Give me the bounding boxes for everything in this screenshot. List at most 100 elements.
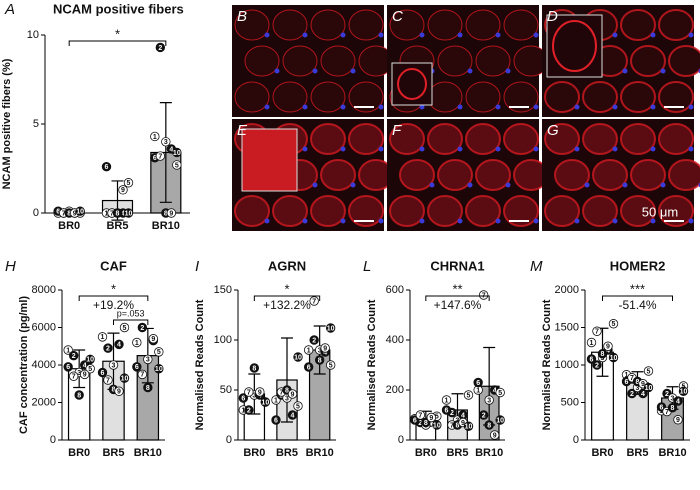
fiber-outline xyxy=(582,195,618,227)
data-point xyxy=(293,352,303,362)
data-point xyxy=(143,382,153,393)
point-id: 4 xyxy=(291,412,295,419)
point-id: 5 xyxy=(157,349,161,356)
data-point xyxy=(320,343,330,353)
x-tick-label: BR5 xyxy=(106,220,128,232)
point-id: 1 xyxy=(101,334,105,341)
y-tick-label: 8000 xyxy=(32,284,56,296)
fiber-outline xyxy=(668,45,700,77)
data-point xyxy=(463,390,474,400)
fiber-outline xyxy=(234,9,270,41)
change-label: +147.6% xyxy=(434,298,482,312)
point-id: 9 xyxy=(676,417,680,424)
data-point xyxy=(678,386,689,396)
data-point xyxy=(287,389,298,399)
panel-letter: A xyxy=(4,1,15,18)
x-tick-label: BR0 xyxy=(58,220,80,232)
point-id: 8 xyxy=(146,385,150,392)
point-id: 9 xyxy=(117,389,121,396)
point-id: 4 xyxy=(493,387,497,394)
fiber-outline xyxy=(503,195,539,227)
fiber-outline xyxy=(427,123,463,155)
point-id: 8 xyxy=(318,357,322,364)
point-id: 9 xyxy=(169,210,173,217)
x-tick-label: BR10 xyxy=(306,447,334,459)
significance-bracket xyxy=(113,319,149,325)
point-id: 10 xyxy=(173,150,181,157)
fiber-outline xyxy=(389,9,425,41)
panel-letter: L xyxy=(363,258,371,275)
change-label: -51.4% xyxy=(618,298,656,312)
significance-bracket xyxy=(602,295,673,301)
x-tick-label: BR5 xyxy=(626,447,648,459)
point-id: 8 xyxy=(77,392,81,399)
y-tick-label: 0 xyxy=(226,434,232,446)
x-tick-label: BR5 xyxy=(102,447,124,459)
nucleus xyxy=(419,104,425,110)
nucleus xyxy=(302,104,308,110)
data-point xyxy=(154,347,164,357)
nucleus xyxy=(650,32,656,38)
point-id: 4 xyxy=(641,391,645,398)
data-point xyxy=(255,387,265,397)
point-id: 3 xyxy=(146,357,150,364)
nucleus xyxy=(302,32,308,38)
panel-letter: G xyxy=(547,122,559,139)
data-point xyxy=(118,185,128,195)
data-point xyxy=(592,326,602,336)
nucleus xyxy=(340,104,346,110)
point-id: 7 xyxy=(110,210,114,217)
data-point xyxy=(123,208,134,218)
panel-letter: B xyxy=(237,8,247,25)
nucleus xyxy=(467,182,473,188)
point-id: 6 xyxy=(135,364,139,371)
data-point xyxy=(432,420,442,430)
data-point xyxy=(119,373,130,383)
nucleus xyxy=(419,218,425,224)
data-point xyxy=(643,366,654,376)
change-label: +132.2% xyxy=(263,298,311,312)
fiber-outline xyxy=(475,45,511,77)
nucleus xyxy=(457,218,463,224)
data-point xyxy=(260,397,271,407)
fiber-outline xyxy=(310,81,346,113)
point-id: 8 xyxy=(252,365,256,372)
significance-label: *** xyxy=(630,281,645,296)
point-id: 9 xyxy=(323,345,327,352)
y-tick-label: 400 xyxy=(386,334,404,346)
data-point xyxy=(673,396,683,406)
data-point xyxy=(638,388,648,399)
point-id: 2 xyxy=(450,410,454,417)
point-id: 1 xyxy=(105,210,109,217)
inset xyxy=(241,128,298,192)
point-id: 9 xyxy=(429,415,433,422)
nucleus xyxy=(612,218,618,224)
data-point xyxy=(415,410,426,420)
significance-label: * xyxy=(284,281,289,296)
nucleus xyxy=(574,146,580,152)
data-point xyxy=(63,362,73,372)
nucleus xyxy=(340,218,346,224)
fiber-outline xyxy=(348,81,384,113)
chart-title: AGRN xyxy=(268,258,306,273)
data-point xyxy=(114,386,124,396)
data-point xyxy=(586,354,597,364)
fiber-outline xyxy=(320,159,356,191)
fiber-outline xyxy=(320,45,356,77)
nucleus xyxy=(302,218,308,224)
point-id: 2 xyxy=(106,345,110,352)
point-id: 8 xyxy=(116,210,120,217)
significance-label: ** xyxy=(452,281,462,296)
significance-label: * xyxy=(111,281,116,296)
nucleus xyxy=(378,146,384,152)
point-id: 9 xyxy=(493,432,497,439)
data-point xyxy=(97,332,108,342)
nucleus xyxy=(378,218,384,224)
data-point xyxy=(238,393,249,403)
x-tick-label: BR10 xyxy=(658,447,686,459)
fiber-outline xyxy=(437,45,473,77)
point-id: 7 xyxy=(595,329,599,336)
y-axis-label: CAF concentration (pg/ml) xyxy=(18,296,30,434)
data-point xyxy=(667,403,678,413)
nucleus xyxy=(495,32,501,38)
